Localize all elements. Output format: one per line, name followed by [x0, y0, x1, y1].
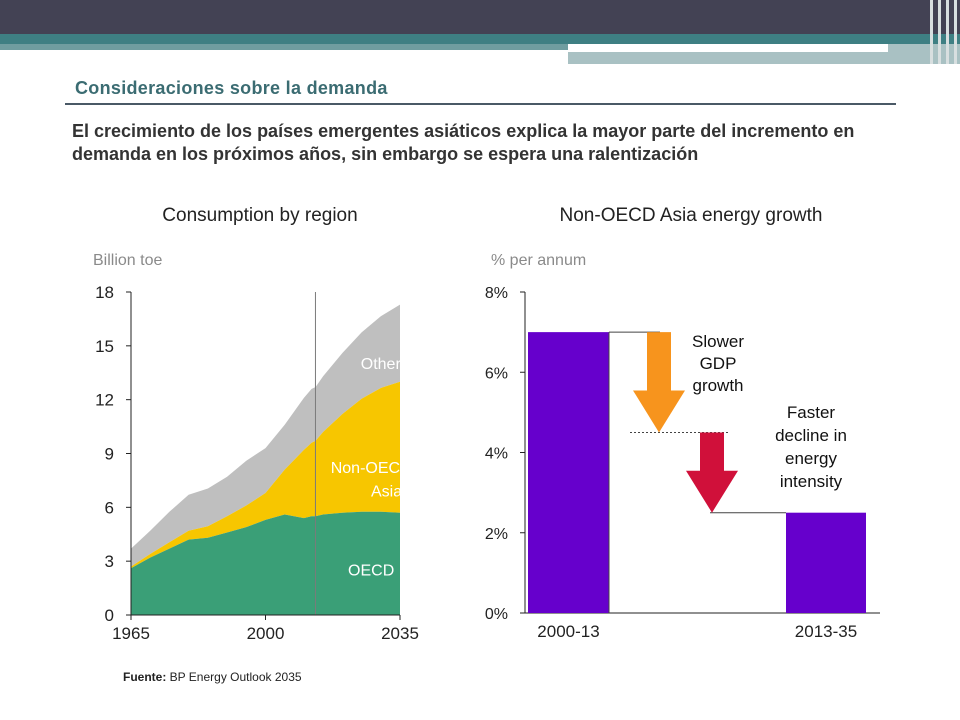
- teal-banner-stripe: [0, 34, 960, 44]
- y-tick-label: 18: [95, 283, 114, 302]
- series-label-non-oecd-asia: Non-OECD: [331, 460, 412, 477]
- x-tick-label: 1965: [112, 624, 150, 643]
- x-tick-label: 2013-35: [795, 622, 857, 641]
- banner-stripe: [888, 44, 960, 64]
- series-label-oecd: OECD: [348, 563, 394, 580]
- source-note: Fuente: BP Energy Outlook 2035: [123, 670, 302, 684]
- bar-2013-35: [786, 512, 866, 613]
- non-oecd-asia-energy-growth-chart: Non-OECD Asia energy growth % per annum …: [485, 205, 880, 641]
- source-text: BP Energy Outlook 2035: [166, 670, 302, 684]
- y-axis-label: Billion toe: [93, 252, 162, 269]
- annotation-faster-decline-in-energy-intensity: decline in: [775, 426, 847, 445]
- y-tick-label: 0: [105, 606, 114, 625]
- headline: El crecimiento de los países emergentes …: [72, 121, 855, 164]
- section-title: Consideraciones sobre la demanda: [75, 78, 388, 98]
- source-label: Fuente:: [123, 670, 167, 684]
- title-divider: [65, 103, 896, 105]
- arrow-slower-gdp-growth: [633, 332, 685, 433]
- series-label-non-oecd-asia: Asia: [371, 484, 402, 501]
- y-tick-label: 15: [95, 337, 114, 356]
- annotation-slower-gdp-growth: GDP: [700, 354, 737, 373]
- area-series-non-oecd-asia: [131, 381, 400, 569]
- arrow-faster-decline-energy-intensity: [686, 432, 738, 513]
- x-tick-label: 2000: [247, 624, 285, 643]
- banner-vertical-stripes: [928, 0, 960, 64]
- area-series-oecd: [131, 511, 400, 615]
- y-tick-label: 4%: [485, 446, 508, 463]
- y-tick-label: 0%: [485, 606, 508, 623]
- x-tick-label: 2000-13: [537, 622, 599, 641]
- top-banner: [0, 0, 960, 34]
- y-tick-label: 3: [105, 552, 114, 571]
- annotation-faster-decline-in-energy-intensity: Faster: [787, 403, 836, 422]
- consumption-by-region-chart: Consumption by region Billion toe 0 3 6 9 12…: [93, 205, 419, 643]
- y-tick-label: 12: [95, 391, 114, 410]
- y-axis-label: % per annum: [491, 252, 586, 269]
- y-tick-label: 6%: [485, 365, 508, 382]
- bar-2000-13: [528, 332, 609, 613]
- y-tick-label: 8%: [485, 285, 508, 302]
- annotation-slower-gdp-growth: Slower: [692, 332, 744, 351]
- x-tick-label: 2035: [381, 624, 419, 643]
- y-tick-label: 9: [105, 445, 114, 464]
- y-tick-label: 2%: [485, 526, 508, 543]
- annotation-faster-decline-in-energy-intensity: intensity: [780, 472, 843, 491]
- series-label-other: Other: [361, 356, 402, 373]
- chart-title: Non-OECD Asia energy growth: [560, 205, 823, 226]
- banner-stripe: [568, 44, 960, 50]
- annotation-faster-decline-in-energy-intensity: energy: [785, 449, 837, 468]
- banner-stripe: [568, 52, 888, 64]
- area-series-other: [131, 304, 400, 567]
- chart-title: Consumption by region: [162, 205, 357, 226]
- banner-stripe: [0, 44, 568, 50]
- y-tick-label: 6: [105, 498, 114, 517]
- annotation-slower-gdp-growth: growth: [692, 376, 743, 395]
